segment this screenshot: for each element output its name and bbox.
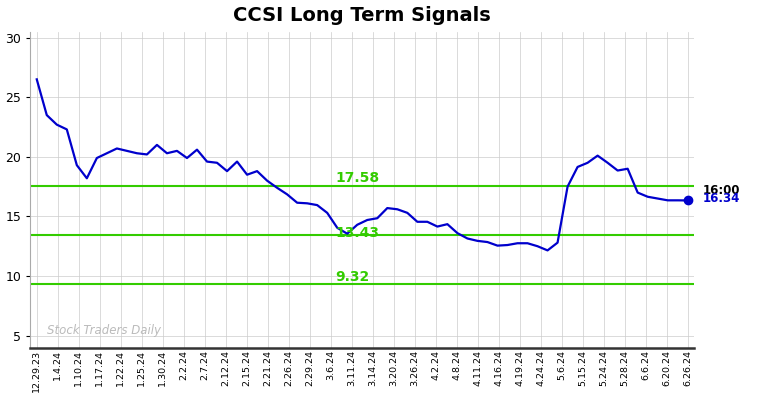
Title: CCSI Long Term Signals: CCSI Long Term Signals xyxy=(234,6,491,25)
Text: 13.43: 13.43 xyxy=(335,226,379,240)
Text: 17.58: 17.58 xyxy=(335,171,379,185)
Text: 16:00: 16:00 xyxy=(702,184,740,197)
Text: 16.34: 16.34 xyxy=(702,192,740,205)
Text: 9.32: 9.32 xyxy=(335,269,369,283)
Text: Stock Traders Daily: Stock Traders Daily xyxy=(47,324,162,337)
